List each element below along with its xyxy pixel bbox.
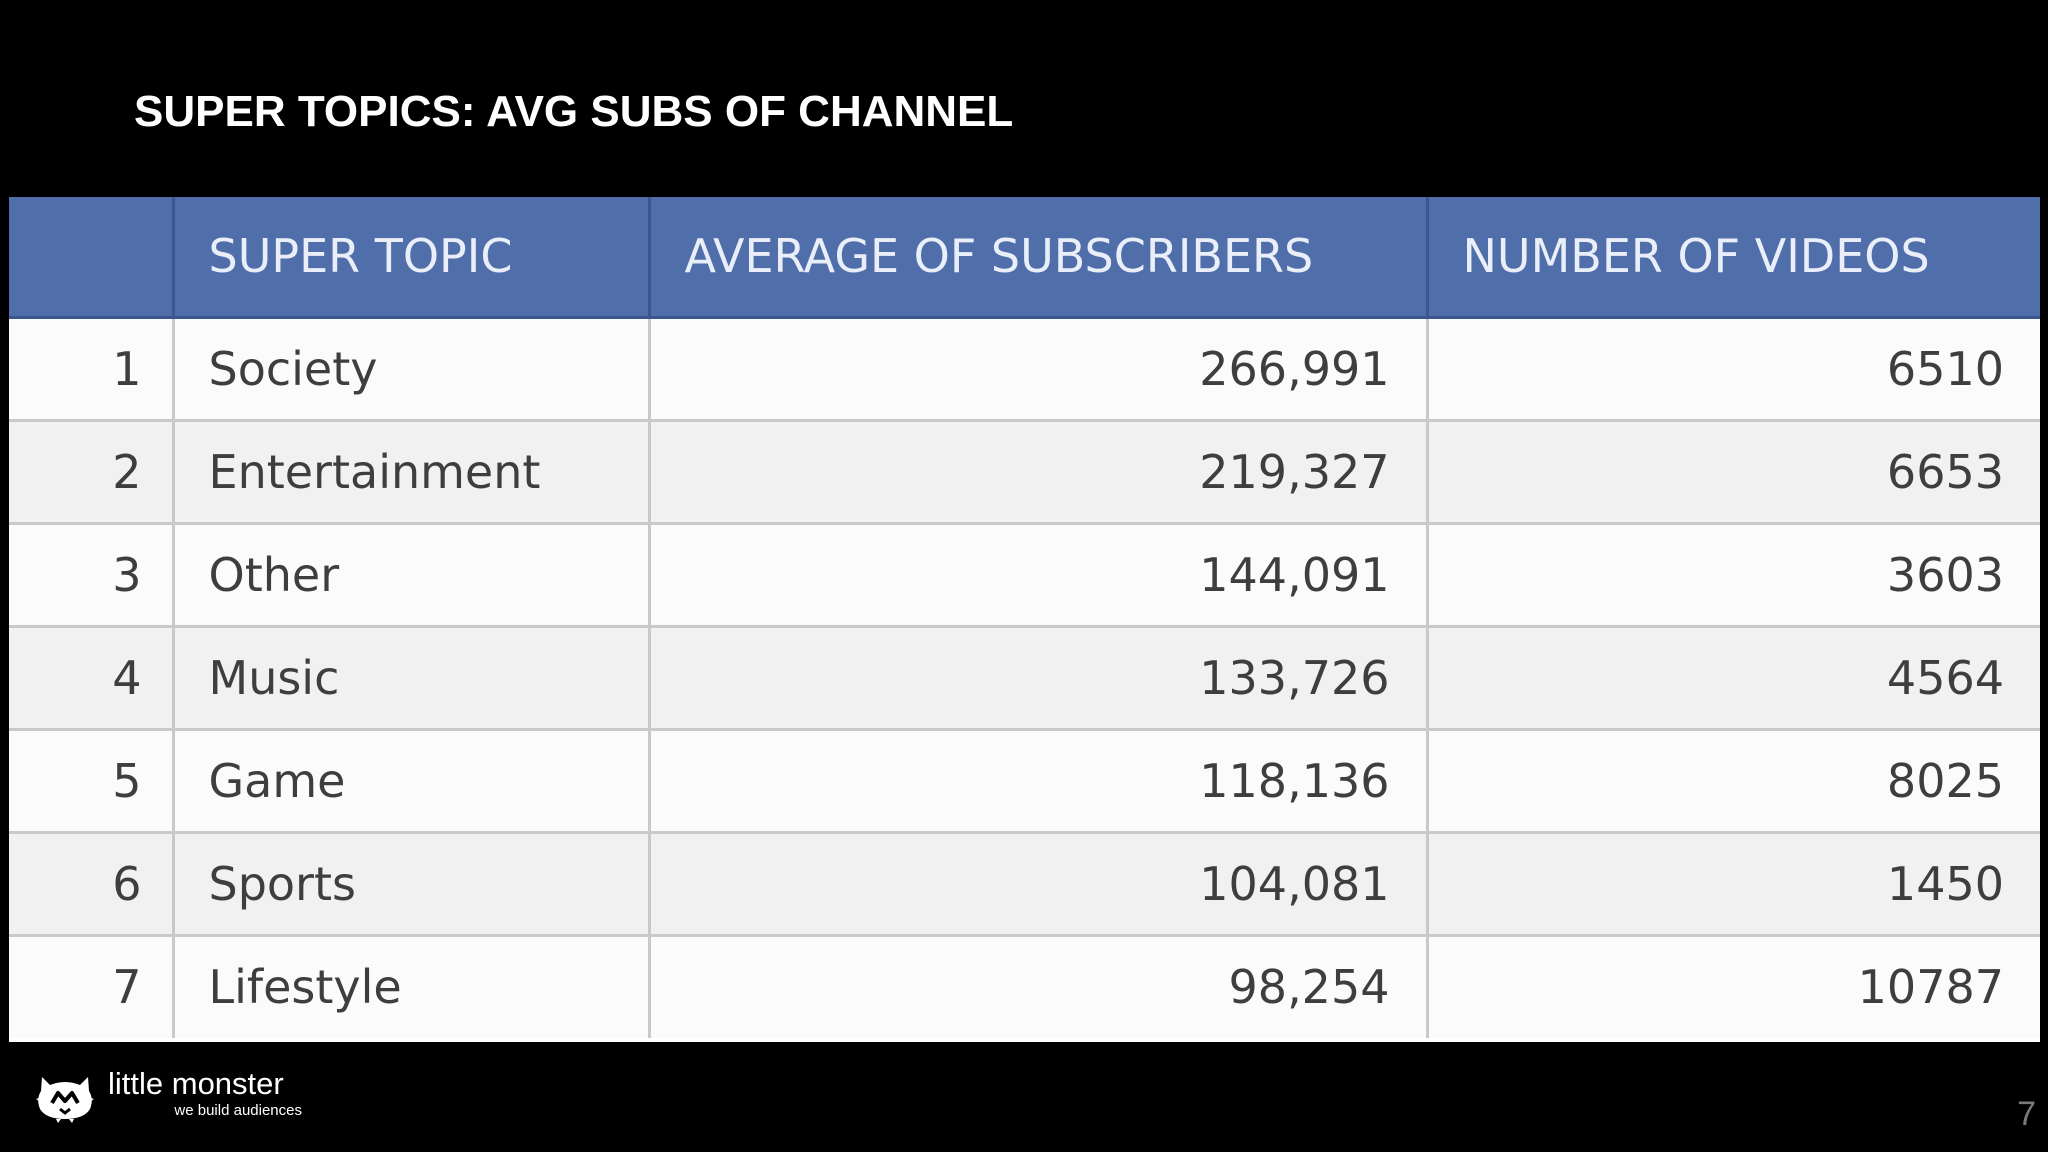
slide-title: SUPER TOPICS: AVG SUBS OF CHANNEL [134,87,1014,136]
rank-cell: 4 [9,626,175,731]
page-number: 7 [2017,1095,2036,1133]
header-average-subscribers: AVERAGE OF SUBSCRIBERS [649,197,1429,319]
brand-text: little monster we build audiences [108,1066,308,1126]
header-number-of-videos: NUMBER OF VIDEOS [1427,197,2040,319]
header-super-topic: SUPER TOPIC [173,197,651,319]
topic-cell: Lifestyle [173,935,651,1038]
rank-cell: 2 [9,420,175,525]
table-row: 4 Music 133,726 4564 [9,626,2040,731]
videos-cell: 6653 [1427,420,2040,525]
topic-cell: Entertainment [173,420,651,525]
table-row: 5 Game 118,136 8025 [9,729,2040,834]
brand-tagline: we build audiences [174,1102,302,1119]
rank-cell: 7 [9,935,175,1038]
avg-subscribers-cell: 133,726 [649,626,1429,731]
table-header-row: SUPER TOPIC AVERAGE OF SUBSCRIBERS NUMBE… [9,197,2040,319]
rank-cell: 5 [9,729,175,834]
topic-cell: Sports [173,832,651,937]
avg-subscribers-cell: 144,091 [649,523,1429,628]
avg-subscribers-cell: 98,254 [649,935,1429,1038]
videos-cell: 10787 [1427,935,2040,1038]
table-row: 2 Entertainment 219,327 6653 [9,420,2040,525]
topic-cell: Other [173,523,651,628]
topic-cell: Society [173,317,651,422]
topic-cell: Game [173,729,651,834]
videos-cell: 3603 [1427,523,2040,628]
videos-cell: 1450 [1427,832,2040,937]
avg-subscribers-cell: 118,136 [649,729,1429,834]
rank-cell: 1 [9,317,175,422]
avg-subscribers-cell: 104,081 [649,832,1429,937]
super-topics-table: SUPER TOPIC AVERAGE OF SUBSCRIBERS NUMBE… [9,197,2040,1038]
rank-cell: 3 [9,523,175,628]
table-row: 1 Society 266,991 6510 [9,317,2040,422]
table-row: 3 Other 144,091 3603 [9,523,2040,628]
topic-cell: Music [173,626,651,731]
table-row: 7 Lifestyle 98,254 10787 [9,935,2040,1038]
brand-logo: little monster we build audiences [34,1066,308,1126]
videos-cell: 4564 [1427,626,2040,731]
table-row: 6 Sports 104,081 1450 [9,832,2040,937]
rank-cell: 6 [9,832,175,937]
header-rank [9,197,175,319]
videos-cell: 6510 [1427,317,2040,422]
data-table-container: SUPER TOPIC AVERAGE OF SUBSCRIBERS NUMBE… [9,197,2040,1042]
avg-subscribers-cell: 266,991 [649,317,1429,422]
brand-name: little monster [108,1066,284,1101]
videos-cell: 8025 [1427,729,2040,834]
avg-subscribers-cell: 219,327 [649,420,1429,525]
monster-logo-icon [36,1077,94,1123]
